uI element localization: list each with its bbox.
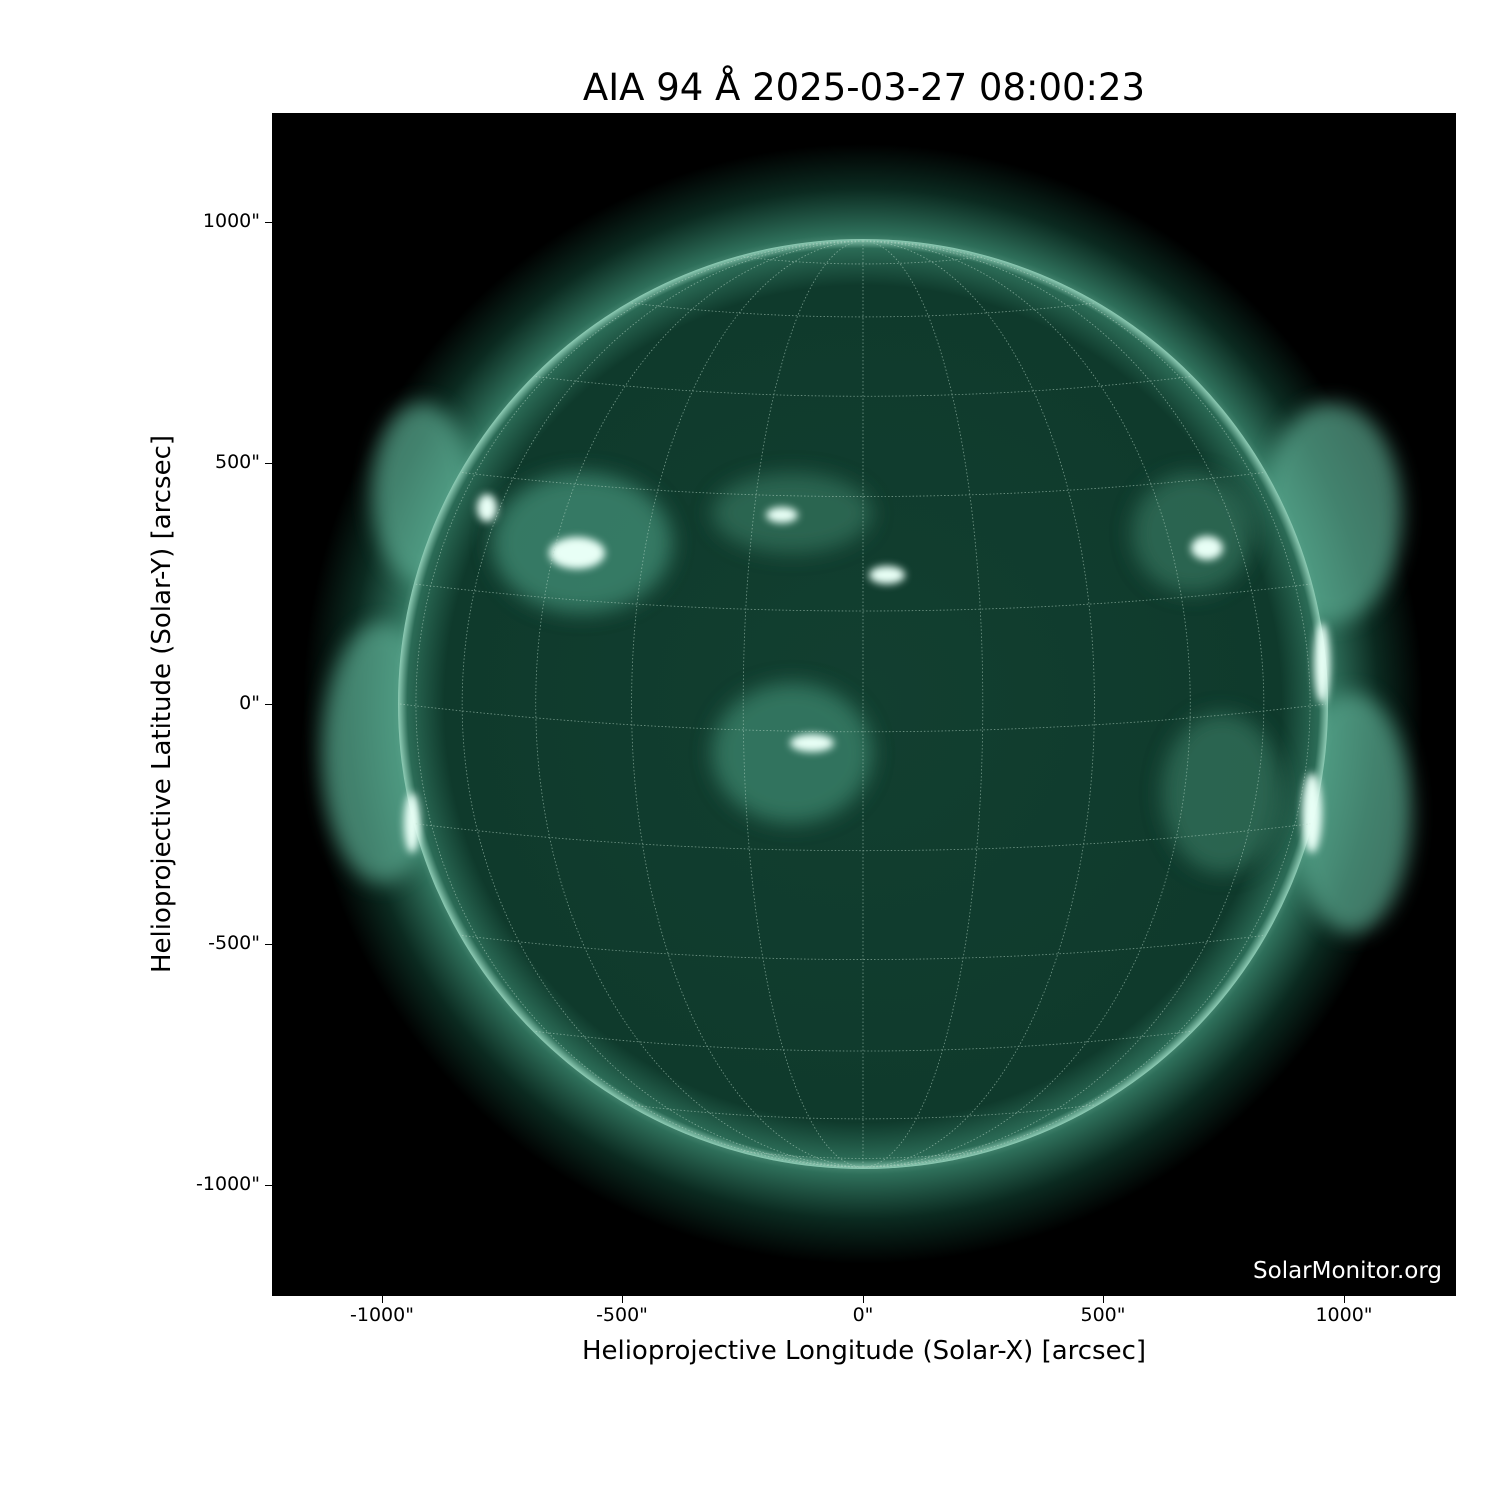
y-axis-label: Helioprojective Latitude (Solar-Y) [arcs… xyxy=(147,434,177,974)
sun-image xyxy=(303,144,1423,1264)
bright-points xyxy=(404,494,1330,853)
x-tick-label: -1000" xyxy=(350,1304,414,1326)
meridian-line xyxy=(862,240,1311,1168)
y-tick-mark xyxy=(265,944,272,945)
x-tick-mark xyxy=(1103,1296,1104,1303)
plot-title: AIA 94 Å 2025-03-27 08:00:23 xyxy=(582,66,1146,109)
y-tick-mark xyxy=(265,222,272,223)
meridian-line xyxy=(742,240,864,1168)
parallel-line xyxy=(461,935,1265,960)
parallel-line xyxy=(631,302,1095,318)
watermark: SolarMonitor.org xyxy=(1253,1258,1442,1284)
x-tick-mark xyxy=(382,1296,383,1303)
solar-image-axes: SolarMonitor.org xyxy=(272,113,1456,1296)
x-tick-label: 1000" xyxy=(1315,1304,1373,1326)
meridian-line xyxy=(461,240,864,1168)
y-tick-label: -1000" xyxy=(196,1173,260,1195)
x-tick-label: 500" xyxy=(1080,1304,1126,1326)
y-tick-mark xyxy=(265,463,272,464)
y-tick-mark xyxy=(265,704,272,705)
parallel-line xyxy=(743,1150,983,1159)
meridian-line xyxy=(535,240,864,1168)
meridian-line xyxy=(862,240,1265,1168)
x-axis-label: Helioprojective Longitude (Solar-X) [arc… xyxy=(581,1336,1147,1366)
y-tick-label: 0" xyxy=(239,692,260,714)
y-tick-label: -500" xyxy=(208,932,260,954)
parallel-line xyxy=(415,583,1311,612)
x-tick-mark xyxy=(622,1296,623,1303)
meridian-line xyxy=(631,240,864,1168)
x-tick-label: -500" xyxy=(596,1304,648,1326)
parallel-line xyxy=(631,1104,1095,1120)
parallel-line xyxy=(461,472,1265,497)
y-tick-label: 500" xyxy=(214,451,260,473)
meridian-line xyxy=(415,240,864,1168)
heliographic-grid xyxy=(399,240,1327,1168)
meridian-line xyxy=(862,240,1095,1168)
parallel-line xyxy=(535,1030,1191,1052)
x-tick-label: 0" xyxy=(852,1304,874,1326)
meridian-line xyxy=(862,240,984,1168)
x-tick-mark xyxy=(1344,1296,1345,1303)
y-tick-label: 1000" xyxy=(202,210,260,232)
x-tick-mark xyxy=(863,1296,864,1303)
parallel-line xyxy=(743,256,983,265)
meridian-line xyxy=(862,240,1191,1168)
parallel-line xyxy=(415,823,1311,852)
parallel-line xyxy=(535,376,1191,397)
y-tick-mark xyxy=(265,1185,272,1186)
